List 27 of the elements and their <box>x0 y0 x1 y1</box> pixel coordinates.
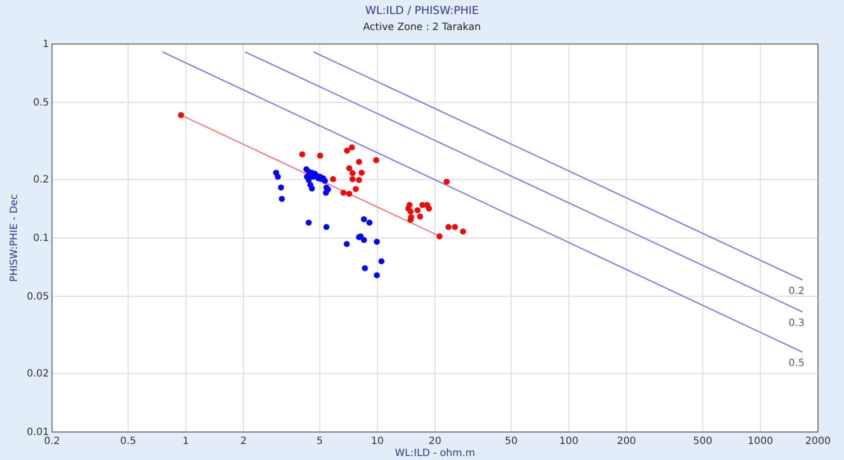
x-tick-label: 2 <box>240 436 247 447</box>
x-tick-label: 100 <box>559 436 578 447</box>
x-tick-label: 1 <box>182 436 190 447</box>
x-tick-label: 200 <box>616 436 636 447</box>
series-label: 0.3 <box>788 318 804 329</box>
x-tick-label: 5 <box>316 436 323 447</box>
y-tick-label: 0.2 <box>33 174 49 186</box>
x-tick-label: 2000 <box>805 436 831 447</box>
y-tick-label: 0.1 <box>33 233 49 244</box>
x-axis-title: WL:ILD - ohm.m <box>394 448 476 459</box>
x-tick-label: 10 <box>370 436 384 447</box>
chart-subtitle: Active Zone : 2 Tarakan <box>363 22 481 33</box>
y-tick-label: 0.05 <box>26 291 49 302</box>
y-tick-label: 1 <box>42 39 49 50</box>
x-tick-label: 500 <box>693 436 712 447</box>
y-tick-label: 0.02 <box>26 368 49 380</box>
y-axis-title: PHISW:PHIE - Dec <box>9 194 20 282</box>
x-tick-label: 50 <box>504 436 518 447</box>
x-tick-label: 1000 <box>748 436 774 447</box>
x-tick-label: 0.5 <box>120 436 136 447</box>
series-label: 0.2 <box>788 286 804 297</box>
y-tick-label: 0.5 <box>33 97 49 108</box>
chart-title: WL:ILD / PHISW:PHIE <box>365 4 479 17</box>
series-label: 0.5 <box>788 358 804 370</box>
x-tick-label: 0.2 <box>44 436 60 447</box>
y-tick-label: 0.01 <box>26 427 49 438</box>
x-tick-label: 20 <box>428 436 442 447</box>
